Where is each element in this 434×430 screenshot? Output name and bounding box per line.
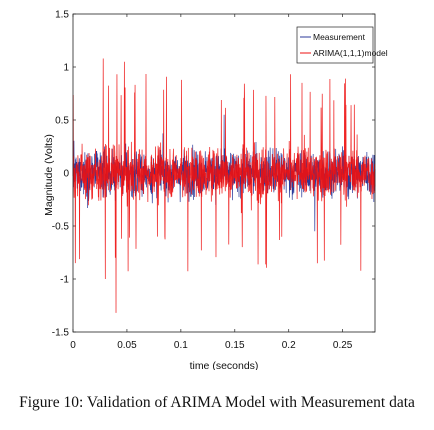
figure-caption: Figure 10: Validation of ARIMA Model wit… xyxy=(19,394,415,411)
y-tick-label: -0.5 xyxy=(52,222,70,233)
x-tick-label: 0.15 xyxy=(225,340,245,351)
legend-box xyxy=(296,26,374,64)
y-tick-label: 0 xyxy=(63,169,69,180)
x-tick-label: 0.05 xyxy=(117,340,137,351)
y-axis-label: Magnitude (Volts) xyxy=(43,134,55,216)
y-tick-label: 1.5 xyxy=(55,10,69,21)
y-tick-label: 0.5 xyxy=(55,116,69,127)
plot-series xyxy=(72,58,376,313)
legend-label-measurement: Measurement xyxy=(313,32,366,42)
legend: Measurement ARIMA(1,1,1)model xyxy=(296,26,388,64)
x-tick-label: 0 xyxy=(70,340,76,351)
series-line-arima xyxy=(72,58,376,313)
plot-frame xyxy=(72,13,376,333)
y-tick-label: -1.5 xyxy=(52,328,70,339)
x-tick-label: 0.1 xyxy=(174,340,188,351)
x-tick-label: 0.2 xyxy=(282,340,296,351)
y-tick-label: 1 xyxy=(63,63,69,74)
legend-label-arima: ARIMA(1,1,1)model xyxy=(313,48,388,58)
y-axis-ticks: 1.5 1 0.5 0 -0.5 -1 -1.5 xyxy=(52,10,375,339)
y-tick-label: -1 xyxy=(60,275,69,286)
x-axis-label: time (seconds) xyxy=(190,360,259,370)
chart: 1.5 1 0.5 0 -0.5 -1 -1.5 0 0.05 0.1 0.15 0.2 0.25 M… xyxy=(43,10,388,371)
x-tick-label: 0.25 xyxy=(333,340,353,351)
